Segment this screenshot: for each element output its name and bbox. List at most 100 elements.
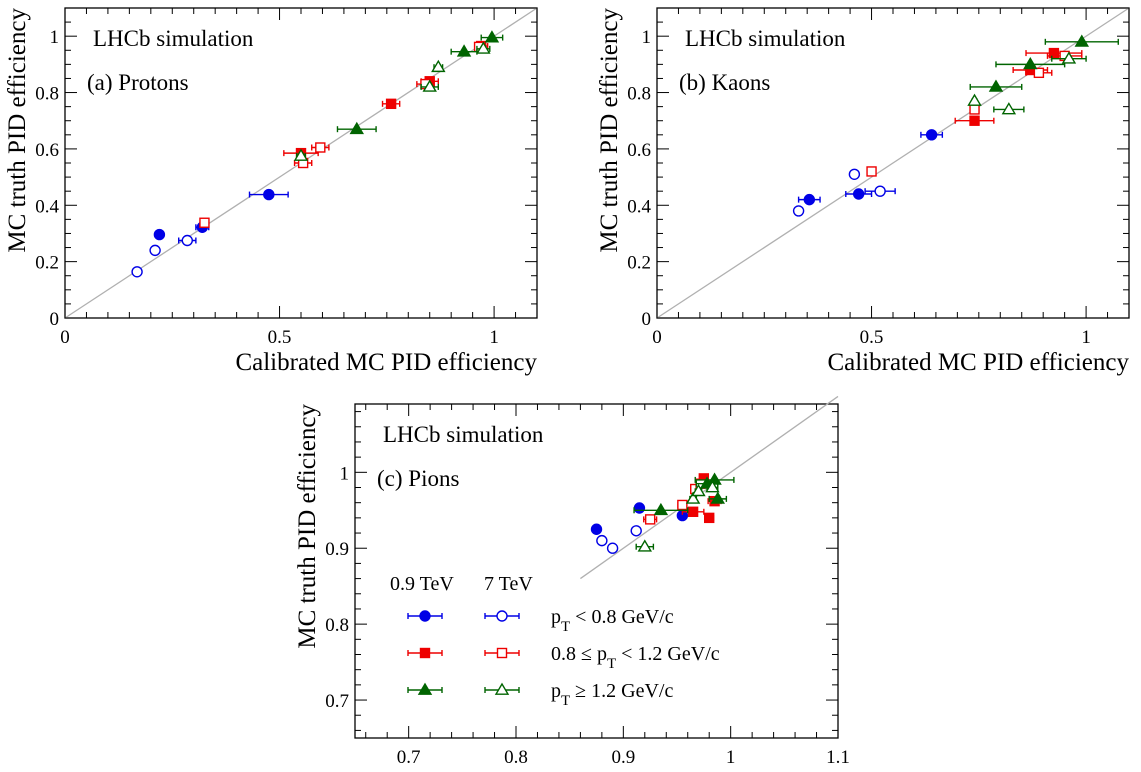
data-point <box>1023 56 1038 70</box>
data-point <box>803 193 816 206</box>
y-axis-title: MC truth PID efficiency <box>294 404 321 649</box>
series <box>635 480 720 552</box>
legend-header-0p9tev: 0.9 TeV <box>390 573 454 595</box>
y-tick-label: 0.4 <box>627 196 651 217</box>
data-point <box>199 217 210 228</box>
data-point <box>630 525 642 537</box>
diagonal-line <box>656 7 1130 319</box>
y-tick-label: 0 <box>50 309 60 330</box>
data-point <box>969 104 980 115</box>
series <box>199 41 485 228</box>
data-point <box>153 228 166 241</box>
x-tick-label: 0 <box>60 327 70 348</box>
y-axis-title: MC truth PID efficiency <box>4 8 31 253</box>
x-tick-label: 0 <box>652 327 662 348</box>
series <box>954 47 1083 126</box>
series <box>596 525 642 554</box>
data-point <box>131 266 143 278</box>
x-axis-title: Calibrated MC PID efficiency <box>827 349 1129 376</box>
data-point <box>967 93 982 106</box>
data-point <box>988 79 1004 92</box>
x-tick-label: 0.5 <box>860 327 884 348</box>
x-tick-label: 0.9 <box>611 747 635 768</box>
series <box>283 40 489 159</box>
data-point <box>707 472 722 485</box>
series <box>797 129 944 206</box>
y-tick-label: 1 <box>340 463 350 484</box>
data-point <box>484 30 500 43</box>
data-point <box>852 188 865 200</box>
legend-header-7tev: 7 TeV <box>484 573 533 595</box>
y-tick-label: 0 <box>642 309 652 330</box>
x-axis-title: Calibrated MC PID efficiency <box>536 769 838 772</box>
data-point <box>422 79 437 92</box>
data-point <box>633 502 646 514</box>
data-point <box>263 188 275 201</box>
data-point <box>653 502 669 516</box>
data-point <box>181 234 193 247</box>
legend-entry-label: pT < 0.8 GeV/c <box>551 606 674 635</box>
data-point <box>385 98 397 110</box>
data-point <box>1061 51 1077 64</box>
legend: 0.9 TeV 7 TeV pT < 0.8 GeV/c 0.8 ≤ pT < 1.2… <box>390 573 720 709</box>
y-tick-label: 0.4 <box>35 196 59 217</box>
y-axis-title: MC truth PID efficiency <box>596 8 623 253</box>
y-tick-label: 0.8 <box>325 615 349 636</box>
data-point <box>1033 67 1045 79</box>
y-tick-label: 0.6 <box>627 140 651 161</box>
data-point <box>315 142 326 153</box>
data-point <box>866 166 877 177</box>
data-point <box>349 121 365 135</box>
data-point <box>691 483 706 497</box>
legend-marker <box>496 647 508 659</box>
data-point <box>596 534 608 547</box>
y-tick-label: 0.8 <box>35 84 59 105</box>
x-tick-label: 0.7 <box>397 747 421 768</box>
data-point <box>1001 102 1017 115</box>
data-point <box>149 244 161 257</box>
y-tick-label: 0.2 <box>627 253 651 274</box>
data-point <box>606 542 619 554</box>
data-point <box>792 205 805 217</box>
series <box>969 34 1119 92</box>
x-tick-label: 1.1 <box>826 747 850 768</box>
data-point <box>644 514 656 525</box>
data-point <box>848 168 861 180</box>
x-tick-label: 1 <box>726 747 736 768</box>
x-axis-title: Calibrated MC PID efficiency <box>235 349 537 376</box>
series <box>792 168 896 217</box>
series <box>153 188 289 241</box>
y-tick-label: 0.6 <box>35 140 59 161</box>
legend-marker <box>417 682 433 695</box>
plot-frame <box>354 403 839 739</box>
data-point <box>874 185 886 197</box>
data-point <box>637 539 653 552</box>
y-tick-label: 0.2 <box>35 253 59 274</box>
legend-entry-label: pT ≥ 1.2 GeV/c <box>551 680 673 709</box>
series <box>293 41 491 161</box>
data-point <box>677 499 688 511</box>
legend-marker <box>494 682 510 695</box>
annotation-lhcb-simulation: LHCb simulation <box>685 26 846 51</box>
data-point <box>705 480 720 493</box>
legend-marker <box>419 647 431 659</box>
y-tick-label: 0.7 <box>325 691 349 712</box>
x-tick-label: 0.5 <box>268 327 292 348</box>
series <box>590 502 689 535</box>
x-tick-label: 1 <box>489 327 499 348</box>
data-point <box>704 512 715 524</box>
data-point <box>685 491 701 504</box>
data-point <box>590 523 603 535</box>
annotation-lhcb-simulation: LHCb simulation <box>93 26 254 51</box>
data-point <box>687 506 699 517</box>
y-tick-label: 0.9 <box>325 539 349 560</box>
data-point <box>1074 34 1090 47</box>
data-point <box>476 41 491 54</box>
panel-pions: 0.70.80.911.10.70.80.91Calibrated MC PID… <box>294 395 850 772</box>
series <box>866 50 1083 177</box>
legend-entry-label: 0.8 ≤ pT < 1.2 GeV/c <box>551 643 720 672</box>
y-tick-label: 1 <box>50 27 60 48</box>
